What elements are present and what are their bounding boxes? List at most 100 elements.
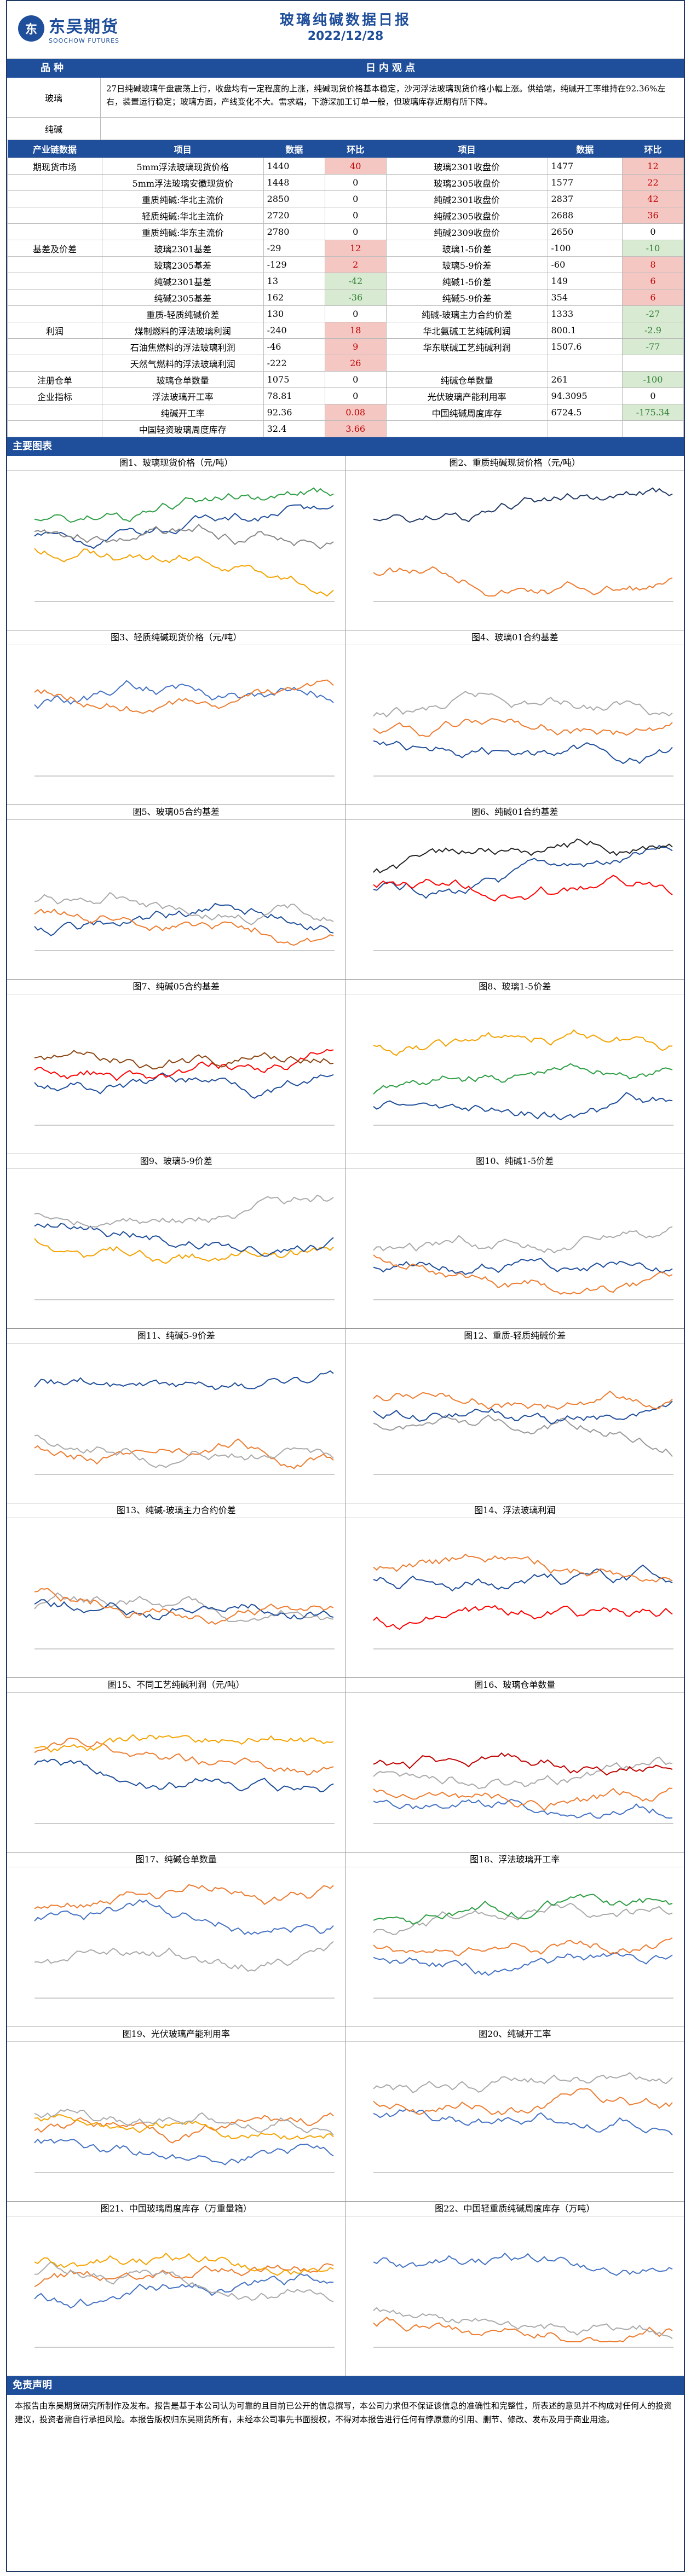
series-line	[34, 1599, 334, 1620]
chart-plot	[372, 691, 673, 777]
table-cell: 6	[621, 273, 684, 290]
series-line	[34, 1050, 334, 1070]
series-line	[373, 2252, 672, 2276]
table-cell: 2780	[263, 223, 325, 240]
view-text: 27日纯碱玻璃午盘震荡上行，收盘均有一定程度的上涨，纯碱现货价格基本稳定，沙河浮…	[106, 84, 666, 107]
chart-row: 图11、纯碱5-9价差 图12、重质-轻质纯碱价差	[7, 1329, 684, 1503]
table-row: 天然气燃料的浮法玻璃利润 -222 26	[7, 355, 684, 372]
chart-panel: 图20、纯碱开工率	[346, 2027, 684, 2201]
table-cell: 18	[324, 322, 387, 339]
table-cell	[547, 355, 623, 372]
series-line	[372, 2088, 673, 2116]
chart-panel: 图1、玻璃现货价格（元/吨）	[7, 456, 346, 630]
table-row: 企业指标 浮法玻璃开工率 78.81 0 光伏玻璃产能利用率 94.3095 0	[7, 387, 684, 404]
view-row-soda: 纯碱	[7, 118, 684, 140]
chart-plot	[34, 1370, 335, 1475]
logo-mark-icon: 东	[18, 15, 44, 42]
series-line	[34, 1370, 334, 1391]
series-line	[34, 1941, 334, 1972]
table-cell: 基差及价差	[7, 240, 102, 257]
table-cell: 纯碱仓单数量	[385, 371, 548, 388]
table-cell: -36	[324, 289, 387, 306]
series-line	[373, 487, 672, 523]
chart-title: 图6、纯碱01合约基差	[346, 805, 684, 820]
table-cell: 玻璃2305收盘价	[385, 174, 548, 191]
series-line	[372, 566, 672, 597]
table-cell: 2850	[263, 190, 325, 207]
series-line	[34, 2273, 334, 2309]
chart-title: 图18、浮法玻璃开工率	[346, 1853, 684, 1867]
table-cell: 1577	[547, 174, 623, 191]
series-line	[373, 1414, 673, 1457]
series-line	[373, 844, 673, 899]
table-cell: 5mm浮法玻璃安徽现货价	[101, 174, 264, 191]
table-cell: 注册仓单	[7, 371, 102, 388]
table-cell: -222	[263, 355, 325, 372]
chart-plot	[34, 2109, 335, 2173]
table-cell: 36	[621, 207, 684, 224]
report-title: 玻璃纯碱数据日报	[279, 12, 411, 28]
table-cell	[7, 355, 102, 372]
chart-plot	[34, 1884, 335, 1999]
table-cell: 40	[324, 158, 387, 175]
chart-plot	[372, 2072, 673, 2173]
table-cell: 重质-轻质纯碱价差	[101, 305, 264, 322]
chart-row: 图21、中国玻璃周度库存（万重量箱） 图22、中国轻重质纯碱周度库存（万吨）	[7, 2202, 684, 2376]
table-cell: 1333	[547, 305, 623, 322]
report-date: 2022/12/28	[307, 30, 384, 43]
chart-panel: 图18、浮法玻璃开工率	[346, 1853, 684, 2027]
chart-panel: 图15、不同工艺纯碱利润（元/吨）	[7, 1678, 346, 1852]
chart-title: 图17、纯碱仓单数量	[7, 1853, 346, 1867]
series-line	[34, 1195, 334, 1228]
chart-panel: 图6、纯碱01合约基差	[346, 805, 684, 979]
table-row: 重质纯碱:华北主流价 2850 0 纯碱2301收盘价 2837 42	[7, 190, 684, 207]
view-label: 纯碱	[7, 118, 101, 140]
table-cell: 企业指标	[7, 387, 102, 404]
table-cell: 纯碱5-9价差	[385, 289, 548, 306]
table-cell: 轻质纯碱:华北主流价	[101, 207, 264, 224]
series-line	[372, 2072, 673, 2093]
chart-plot	[34, 1049, 335, 1126]
series-line	[372, 1902, 672, 1936]
table-cell: 纯碱2309收盘价	[385, 223, 548, 240]
chart-row: 图19、光伏玻璃产能利用率 图20、纯碱开工率	[7, 2027, 684, 2202]
chart-title: 图21、中国玻璃周度库存（万重量箱）	[7, 2202, 346, 2216]
table-cell: -46	[263, 338, 325, 355]
table-cell: 煤制燃料的浮法玻璃利润	[101, 322, 264, 339]
chart-plot	[372, 1390, 673, 1475]
series-line	[34, 548, 334, 597]
table-cell: 1477	[547, 158, 623, 175]
series-line	[34, 679, 334, 714]
table-header-cell: 环比	[325, 140, 387, 158]
report-page: 东 东吴期货 SOOCHOW FUTURES 玻璃纯碱数据日报 2022/12/…	[6, 0, 685, 2572]
logo-cn: 东吴期货	[49, 17, 119, 37]
chart-title: 图22、中国轻重质纯碱周度库存（万吨）	[346, 2202, 684, 2216]
chart-title: 图16、玻璃仓单数量	[346, 1678, 684, 1693]
chart-title: 图12、重质-轻质纯碱价差	[346, 1329, 684, 1344]
view-label: 玻璃	[7, 78, 101, 117]
series-line	[34, 2112, 334, 2144]
chart-panel: 图14、浮法玻璃利润	[346, 1503, 684, 1677]
chart-title: 图13、纯碱-玻璃主力合约价差	[7, 1503, 346, 1518]
chart-plot	[34, 487, 335, 602]
table-row: 重质-轻质纯碱价差 130 0 纯碱-玻璃主力合约价差 1333 -27	[7, 305, 684, 322]
chart-row: 图7、纯碱05合约基差 图8、玻璃1-5价差	[7, 980, 684, 1154]
table-header-cell: 项目	[102, 140, 264, 158]
table-cell: 94.3095	[547, 387, 623, 404]
table-cell	[7, 190, 102, 207]
series-line	[372, 1400, 673, 1425]
series-line	[373, 740, 673, 765]
table-cell: 2720	[263, 207, 325, 224]
table-cell	[621, 420, 684, 437]
chart-panel: 图16、玻璃仓单数量	[346, 1678, 684, 1852]
table-row: 期现货市场 5mm浮法玻璃现货价格 1440 40 玻璃2301收盘价 1477 12	[7, 158, 684, 175]
table-cell: -100	[547, 240, 623, 257]
table-cell: 1075	[263, 371, 325, 388]
chart-plot	[34, 1734, 335, 1824]
chart-row: 图9、玻璃5-9价差 图10、纯碱1-5价差	[7, 1154, 684, 1329]
table-cell: 2650	[547, 223, 623, 240]
series-line	[34, 1049, 334, 1081]
table-row: 利润 煤制燃料的浮法玻璃利润 -240 18 华北氨碱工艺纯碱利润 800.1 -2.9	[7, 322, 684, 339]
table-row: 重质纯碱:华东主流价 2780 0 纯碱2309收盘价 2650 0	[7, 223, 684, 240]
table-cell: 0	[621, 387, 684, 404]
